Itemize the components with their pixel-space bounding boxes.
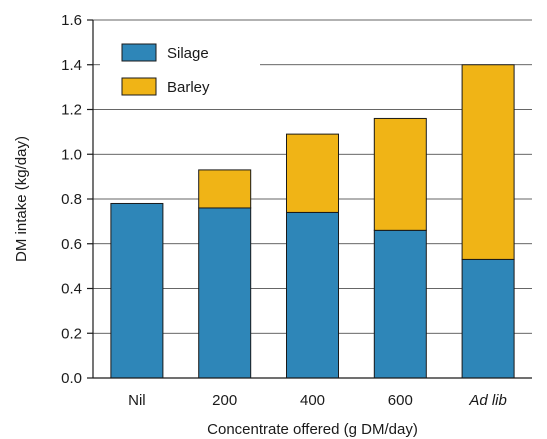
legend-background (100, 28, 260, 108)
y-tick-label: 1.0 (61, 146, 82, 163)
x-tick-label: Nil (128, 392, 146, 409)
y-tick-label: 1.4 (61, 57, 82, 74)
x-axis-title: Concentrate offered (g DM/day) (207, 421, 418, 438)
y-tick-label: 0.8 (61, 191, 82, 208)
bar-barley-400 (286, 133, 339, 213)
bar-silage-600 (373, 229, 427, 379)
y-tick-label: 0.2 (61, 325, 82, 342)
y-tick-label: 0.4 (61, 281, 82, 298)
x-tick-label: Ad lib (468, 392, 507, 409)
legend-label-barley: Barley (167, 79, 210, 96)
legend-swatch-silage (121, 43, 157, 62)
axes (87, 19, 532, 379)
y-tick-label: 1.6 (61, 12, 82, 29)
legend: Silage Barley (100, 28, 260, 108)
x-tick-label: 200 (212, 392, 237, 409)
bar-barley-ad-lib (461, 64, 515, 260)
bar-silage-nil (110, 202, 164, 379)
bar-silage-ad-lib (461, 258, 515, 379)
bars (110, 64, 515, 379)
bar-silage-400 (286, 211, 339, 379)
bar-silage-200 (198, 207, 252, 379)
legend-label-silage: Silage (167, 45, 209, 62)
y-tick-label: 0.6 (61, 236, 82, 253)
y-tick-label: 1.2 (61, 102, 82, 119)
y-tick-labels: 0.0 0.2 0.4 0.6 0.8 1.0 1.2 1.4 1.6 (61, 12, 82, 387)
x-tick-labels: Nil 200 400 600 Ad lib (128, 392, 507, 409)
y-tick-label: 0.0 (61, 370, 82, 387)
bar-barley-200 (198, 169, 252, 209)
x-tick-label: 400 (300, 392, 325, 409)
y-axis-title: DM intake (kg/day) (13, 136, 30, 262)
legend-swatch-barley (121, 77, 157, 96)
x-tick-label: 600 (388, 392, 413, 409)
bar-barley-600 (373, 117, 427, 231)
